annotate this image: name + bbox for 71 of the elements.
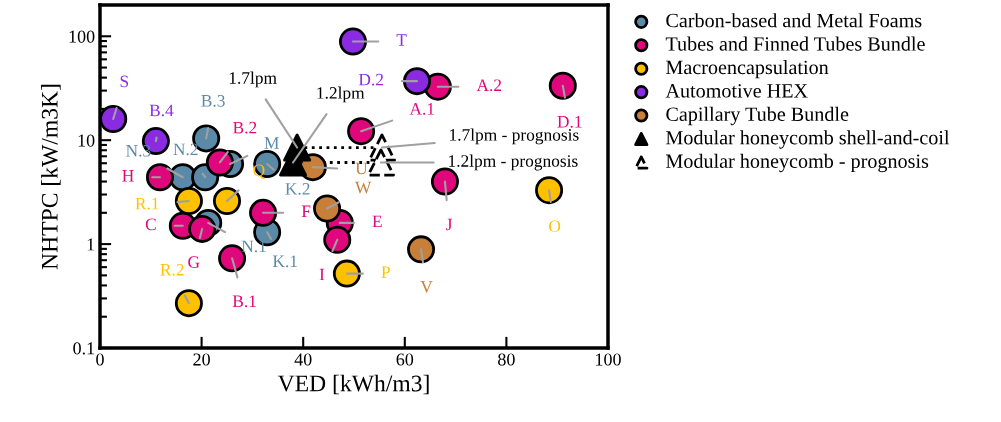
x-tick-label: 20 bbox=[193, 353, 210, 366]
point bbox=[174, 289, 203, 318]
x-tick-label: 40 bbox=[294, 353, 312, 366]
data-label: B.3 bbox=[201, 94, 225, 107]
legend-label: Automotive HEX bbox=[665, 84, 808, 98]
data-label: I bbox=[319, 268, 325, 281]
data-label: B.4 bbox=[149, 104, 174, 117]
point bbox=[188, 214, 217, 243]
data-label: W bbox=[355, 181, 372, 194]
point bbox=[205, 148, 234, 177]
data-label: J bbox=[446, 218, 453, 231]
data-label: R.1 bbox=[135, 197, 159, 210]
data-label: C bbox=[145, 218, 156, 231]
point bbox=[174, 186, 203, 215]
x-tick-label: 60 bbox=[396, 353, 414, 366]
y-axis-title: NHTPC [kW/m3K] bbox=[41, 84, 61, 270]
point bbox=[313, 194, 342, 223]
legend-label: Modular honeycomb - prognosis bbox=[666, 153, 929, 173]
point bbox=[402, 67, 431, 96]
data-label: F bbox=[301, 205, 311, 217]
point bbox=[332, 259, 361, 288]
point bbox=[535, 176, 564, 205]
point bbox=[407, 235, 436, 264]
point bbox=[548, 71, 577, 100]
data-label: H bbox=[122, 170, 134, 182]
legend-label: Macroencapsulation bbox=[666, 60, 829, 79]
point bbox=[366, 148, 395, 177]
data-label: B.1 bbox=[232, 295, 256, 308]
data-label: G bbox=[188, 256, 200, 268]
point bbox=[323, 225, 352, 254]
legend-label: Modular honeycomb shell-and-coil bbox=[666, 130, 950, 149]
x-tick-label: 100 bbox=[596, 353, 621, 366]
data-label: S bbox=[120, 75, 129, 88]
point bbox=[212, 186, 242, 215]
annotation: 1.7lpm bbox=[229, 71, 277, 88]
data-label: D.1 bbox=[557, 115, 582, 128]
x-tick-label: 0 bbox=[96, 353, 104, 366]
point bbox=[338, 27, 367, 56]
data-label: A.2 bbox=[476, 79, 502, 92]
y-tick-label: 100 bbox=[69, 30, 95, 43]
data-label: D.2 bbox=[358, 73, 383, 86]
data-label: N.2 bbox=[173, 143, 198, 156]
x-axis-title: VED [kWh/m3] bbox=[277, 374, 429, 395]
annotation: 1.2lpm - prognosis bbox=[449, 154, 578, 171]
legend-label: Capillary Tube Bundle bbox=[666, 106, 849, 126]
legend-label: Carbon-based and Metal Foams bbox=[666, 13, 922, 28]
point bbox=[249, 198, 278, 227]
data-label: Q bbox=[253, 164, 265, 179]
data-label: B.2 bbox=[233, 121, 257, 134]
legend-label: Tubes and Finned Tubes Bundle bbox=[665, 36, 925, 51]
data-label: A.1 bbox=[409, 103, 434, 115]
y-tick-label: 1 bbox=[87, 238, 95, 251]
annotation: 1.7lpm - prognosis bbox=[450, 128, 579, 145]
data-label: R.2 bbox=[160, 263, 184, 276]
data-label: U bbox=[355, 162, 368, 175]
point bbox=[145, 163, 174, 192]
point bbox=[347, 117, 376, 146]
data-label: E bbox=[372, 215, 382, 228]
data-label: V bbox=[420, 281, 433, 293]
data-label: N.1 bbox=[241, 240, 266, 253]
data-label: O bbox=[549, 220, 561, 233]
data-label: P bbox=[381, 266, 390, 278]
y-tick-label: 0.1 bbox=[73, 342, 95, 355]
data-label: K.2 bbox=[285, 183, 310, 195]
point bbox=[100, 104, 128, 133]
x-tick-label: 80 bbox=[498, 353, 515, 366]
data-label: T bbox=[396, 34, 407, 46]
y-tick-label: 10 bbox=[78, 134, 95, 147]
data-label: K.1 bbox=[272, 255, 297, 268]
data-label: M bbox=[264, 137, 279, 149]
annotation: 1.2lpm bbox=[317, 86, 365, 103]
